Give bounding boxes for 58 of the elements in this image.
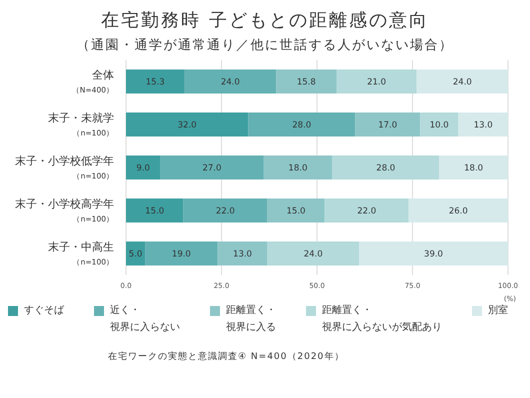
data-label: 10.0	[430, 120, 449, 130]
data-label: 19.0	[172, 249, 191, 260]
bar	[267, 241, 360, 266]
data-label: 5.0	[128, 249, 142, 260]
bar	[126, 198, 184, 222]
bar	[336, 69, 417, 94]
bar	[439, 155, 508, 180]
data-label: 9.0	[136, 163, 150, 174]
data-label: 13.0	[474, 120, 493, 130]
chart-subtitle: （通園・通学が通常通り／他に世話する人がいない場合）	[76, 37, 454, 54]
bar	[218, 241, 268, 266]
data-label: 15.0	[145, 206, 164, 216]
data-label: 18.0	[464, 163, 484, 174]
legend-label: 距離置く・視界に入る	[226, 304, 276, 335]
bar	[126, 241, 146, 266]
bar	[458, 112, 508, 136]
legend-label: すぐそば	[24, 304, 64, 318]
text: 在宅ワークの実態と意識調査④ N=400（2020年）	[108, 350, 346, 363]
data-label: 15.8	[296, 77, 316, 88]
legend-label: 距離置く・視界に入らないが気配あり	[322, 304, 442, 335]
bar	[248, 112, 356, 136]
legend-label: 別室	[488, 304, 508, 318]
data-label: 21.0	[367, 77, 386, 88]
bar	[126, 69, 184, 94]
data-label: 17.0	[378, 120, 398, 130]
bar	[145, 241, 218, 266]
bar	[126, 112, 248, 136]
data-label: 24.0	[304, 249, 323, 260]
legend-label: 近く・視界に入らない	[110, 304, 180, 335]
bar	[324, 198, 409, 222]
data-label: 28.0	[292, 120, 312, 130]
bar	[332, 155, 440, 180]
data-label: 13.0	[233, 249, 252, 260]
data-label: 32.0	[178, 120, 197, 130]
data-label: 26.0	[448, 206, 468, 216]
data-label: 22.0	[216, 206, 235, 216]
data-label: 39.0	[424, 249, 443, 260]
data-label: 18.0	[288, 163, 308, 174]
data-label: 27.0	[202, 163, 222, 174]
chart-title: 在宅勤務時 子どもとの距離感の意向	[100, 9, 430, 32]
bar	[355, 112, 420, 136]
data-label: 24.0	[220, 77, 240, 88]
bar	[276, 69, 336, 94]
data-label: 15.0	[286, 206, 306, 216]
bar	[126, 155, 160, 180]
bar	[267, 198, 325, 222]
bar	[420, 112, 458, 136]
bar	[359, 241, 508, 266]
bar	[264, 155, 332, 180]
bar	[160, 155, 264, 180]
data-label: 24.0	[452, 77, 472, 88]
bar	[183, 198, 268, 222]
data-label: 15.3	[146, 77, 165, 88]
bar	[184, 69, 276, 94]
data-label: 28.0	[376, 163, 396, 174]
data-label: 22.0	[357, 206, 376, 216]
bar	[408, 198, 508, 222]
bar	[416, 69, 508, 94]
